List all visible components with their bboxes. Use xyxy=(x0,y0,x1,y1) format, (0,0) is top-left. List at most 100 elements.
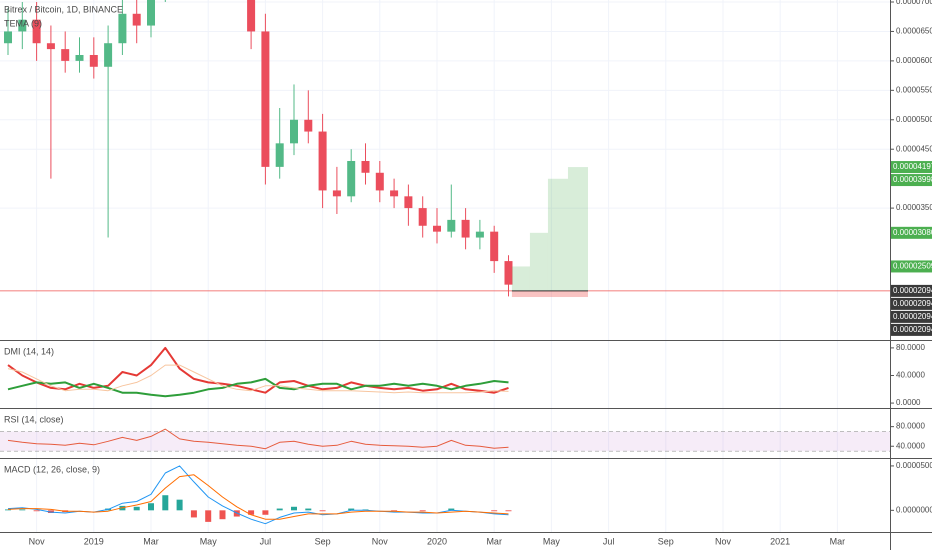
macd-histogram-bar xyxy=(19,509,26,511)
price-badge xyxy=(891,310,932,323)
dmi-pane xyxy=(7,346,509,398)
candle-body xyxy=(347,160,356,197)
y-tick-label: 80.0000 xyxy=(896,343,925,352)
macd-histogram-bar xyxy=(148,503,155,511)
profit-zone xyxy=(511,266,530,291)
macd-histogram-bar xyxy=(491,510,498,512)
indicator-line xyxy=(7,465,509,525)
loss-zone xyxy=(511,290,588,298)
macd-histogram-bar xyxy=(248,510,255,515)
price-badge-label: 0.00002094 xyxy=(893,312,932,321)
price-badge xyxy=(891,226,932,239)
macd-histogram-bar xyxy=(290,506,297,511)
candle-body xyxy=(61,49,70,61)
macd-histogram-bar xyxy=(219,510,226,520)
candle-body xyxy=(46,43,55,50)
candle-body xyxy=(332,190,341,197)
x-tick-label: 2021 xyxy=(770,536,790,546)
macd-histogram-bar xyxy=(205,510,212,522)
candle-body xyxy=(289,119,298,144)
price-badge xyxy=(891,284,932,297)
candle-body xyxy=(490,231,499,262)
rsi-band xyxy=(0,431,890,452)
macd-histogram-bar xyxy=(305,508,312,511)
x-tick-label: Nov xyxy=(372,536,389,546)
macd-histogram-bar xyxy=(33,510,40,512)
candle-body xyxy=(361,160,370,173)
candle-body xyxy=(18,19,27,32)
x-tick-label: 2019 xyxy=(84,536,104,546)
x-tick-label: Mar xyxy=(486,536,502,546)
macd-histogram-bar xyxy=(419,510,426,512)
x-tick-label: Sep xyxy=(658,536,674,546)
macd-histogram-bar xyxy=(276,508,283,511)
pane-title: RSI (14, close) xyxy=(4,414,64,424)
candle-body xyxy=(432,225,441,232)
price-badge xyxy=(891,161,932,174)
x-tick-label: Nov xyxy=(715,536,732,546)
candle-body xyxy=(304,119,313,132)
candle-body xyxy=(475,231,484,238)
x-tick-label: 2020 xyxy=(427,536,447,546)
profit-zone xyxy=(529,232,548,291)
macd-histogram-bar xyxy=(505,510,512,512)
candle-body xyxy=(261,31,270,167)
candle-body xyxy=(447,219,456,232)
macd-histogram-bar xyxy=(448,508,455,511)
symbol-title: Bitrex / Bitcoin, 1D, BINANCE xyxy=(4,4,123,14)
rsi-pane xyxy=(0,428,890,452)
price-badge-label: 0.00002094 xyxy=(893,286,932,295)
profit-zone xyxy=(567,167,588,291)
indicator-line xyxy=(7,474,509,520)
price-badge xyxy=(891,174,932,187)
y-tick-label: 80.0000 xyxy=(896,422,925,431)
x-tick-label: Mar xyxy=(830,536,846,546)
price-badge-label: 0.00002094 xyxy=(893,325,932,334)
candle-body xyxy=(89,54,98,67)
candle-body xyxy=(390,190,399,197)
y-tick-label: 0.0000 xyxy=(896,398,921,407)
macd-histogram-bar xyxy=(162,495,169,511)
grid-layer xyxy=(0,0,890,532)
y-tick-label: 40.0000 xyxy=(896,441,925,450)
x-tick-label: Nov xyxy=(29,536,46,546)
x-tick-label: Sep xyxy=(315,536,331,546)
price-badge xyxy=(891,260,932,273)
x-tick-label: Mar xyxy=(143,536,159,546)
indicator-title: TEMA (9) xyxy=(4,18,42,28)
price-badge xyxy=(891,297,932,310)
candle-body xyxy=(375,172,384,191)
macd-pane xyxy=(5,465,512,525)
indicator-line xyxy=(7,428,509,450)
y-tick-label: 40.0000 xyxy=(896,371,925,380)
price-badge-label: 0.00002509 xyxy=(893,262,932,271)
candle-body xyxy=(404,196,413,209)
indicator-line xyxy=(7,364,509,394)
price-badge-label: 0.00004197 xyxy=(893,162,932,171)
x-tick-label: May xyxy=(543,536,561,546)
macd-histogram-bar xyxy=(176,499,183,511)
macd-histogram-bar xyxy=(190,510,197,518)
price-badge-label: 0.00002094 xyxy=(893,299,932,308)
y-tick-label: 0.00000000 xyxy=(896,505,932,514)
price-badge xyxy=(891,323,932,336)
candle-body xyxy=(418,208,427,226)
candle-body xyxy=(118,13,127,44)
candle-body xyxy=(504,261,513,285)
pane-title: DMI (14, 14) xyxy=(4,346,54,356)
candle-body xyxy=(132,13,141,26)
candle-body xyxy=(32,19,41,44)
candle-body xyxy=(318,131,327,191)
indicator-line xyxy=(7,346,509,394)
x-tick-label: May xyxy=(200,536,218,546)
candle-body xyxy=(4,31,13,44)
